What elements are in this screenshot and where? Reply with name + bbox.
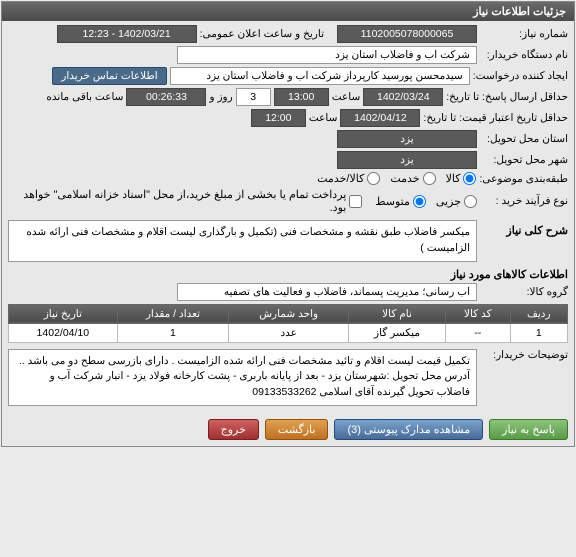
announce-field <box>57 25 197 43</box>
col-qty: تعداد / مقدار <box>117 304 229 323</box>
partial-payment-checkbox[interactable] <box>349 195 362 208</box>
panel-body: شماره نیاز: تاریخ و ساعت اعلان عمومی: نا… <box>2 21 574 413</box>
deadline-date <box>363 88 443 106</box>
valid-label: حداقل تاریخ اعتبار قیمت: تا تاریخ: <box>423 112 568 124</box>
topic-label: طبقه‌بندی موضوعی: <box>479 173 568 185</box>
proc-partial-radio[interactable] <box>464 195 477 208</box>
group-label: گروه کالا: <box>480 286 568 298</box>
valid-date <box>340 109 420 127</box>
buyer-field <box>177 46 477 64</box>
group-field <box>177 283 477 301</box>
topic-both-option[interactable]: کالا/خدمت <box>317 172 380 185</box>
req-no-label: شماره نیاز: <box>480 28 568 40</box>
proc-partial-option[interactable]: جزیی <box>436 195 477 208</box>
col-code: کد کالا <box>445 304 510 323</box>
creator-field <box>170 67 470 85</box>
topic-service-option[interactable]: خدمت <box>390 172 435 185</box>
goods-section-title: اطلاعات کالاهای مورد نیاز <box>8 268 568 281</box>
col-date: تاریخ نیاز <box>9 304 118 323</box>
col-name: نام کالا <box>349 304 446 323</box>
creator-label: ایجاد کننده درخواست: <box>473 70 568 82</box>
deadline-label: حداقل ارسال پاسخ: تا تاریخ: <box>446 91 568 103</box>
back-button[interactable]: بازگشت <box>265 419 329 440</box>
valid-time <box>251 109 306 127</box>
topic-radio-group: کالا خدمت کالا/خدمت <box>317 172 476 185</box>
proc-medium-radio[interactable] <box>413 195 426 208</box>
province-field <box>337 130 477 148</box>
exit-button[interactable]: خروج <box>208 419 259 440</box>
partial-payment-option[interactable]: پرداخت تمام یا بخشی از مبلغ خرید،از محل … <box>8 188 362 214</box>
table-row[interactable]: 1 -- میکسر گاز عدد 1 1402/04/10 <box>9 323 568 342</box>
proc-medium-option[interactable]: متوسط <box>375 195 426 208</box>
cell-date: 1402/04/10 <box>9 323 118 342</box>
goods-table: ردیف کد کالا نام کالا واحد شمارش تعداد /… <box>8 304 568 343</box>
buyer-notes-label: توضیحات خریدار: <box>480 349 568 361</box>
cell-name: میکسر گاز <box>349 323 446 342</box>
table-header-row: ردیف کد کالا نام کالا واحد شمارش تعداد /… <box>9 304 568 323</box>
deadline-time <box>274 88 329 106</box>
city-label: شهر محل تحویل: <box>480 154 568 166</box>
req-no-field <box>337 25 477 43</box>
time-label-2: ساعت <box>309 112 338 124</box>
desc-title: شرح کلی نیاز <box>480 224 568 237</box>
time-label-1: ساعت <box>332 91 361 103</box>
cell-qty: 1 <box>117 323 229 342</box>
days-field <box>236 88 271 106</box>
contact-buyer-button[interactable]: اطلاعات تماس خریدار <box>52 67 166 85</box>
cell-code: -- <box>445 323 510 342</box>
days-label: روز و <box>209 91 232 103</box>
buyer-notes-text: تکمیل قیمت لیست اقلام و تائید مشخصات فنی… <box>8 349 477 406</box>
topic-both-radio[interactable] <box>367 172 380 185</box>
topic-goods-radio[interactable] <box>463 172 476 185</box>
topic-goods-option[interactable]: کالا <box>446 172 477 185</box>
panel-title: جزئیات اطلاعات نیاز <box>2 2 574 21</box>
footer-buttons: پاسخ به نیاز مشاهده مدارک پیوستی (3) باز… <box>2 413 574 446</box>
province-label: استان محل تحویل: <box>480 133 568 145</box>
respond-button[interactable]: پاسخ به نیاز <box>489 419 568 440</box>
desc-text: میکسر فاضلاب طبق نقشه و مشخصات فنی (تکمی… <box>8 220 477 262</box>
attachments-button[interactable]: مشاهده مدارک پیوستی (3) <box>334 419 483 440</box>
process-label: نوع فرآیند خرید : <box>480 195 568 207</box>
cell-row: 1 <box>510 323 567 342</box>
process-radio-group: جزیی متوسط <box>375 195 477 208</box>
city-field <box>337 151 477 169</box>
col-row: ردیف <box>510 304 567 323</box>
col-unit: واحد شمارش <box>229 304 349 323</box>
cell-unit: عدد <box>229 323 349 342</box>
countdown-field <box>126 88 206 106</box>
topic-service-radio[interactable] <box>423 172 436 185</box>
details-panel: جزئیات اطلاعات نیاز شماره نیاز: تاریخ و … <box>1 1 575 447</box>
announce-label: تاریخ و ساعت اعلان عمومی: <box>200 28 324 40</box>
remain-label: ساعت باقی مانده <box>46 91 123 103</box>
buyer-label: نام دستگاه خریدار: <box>480 49 568 61</box>
